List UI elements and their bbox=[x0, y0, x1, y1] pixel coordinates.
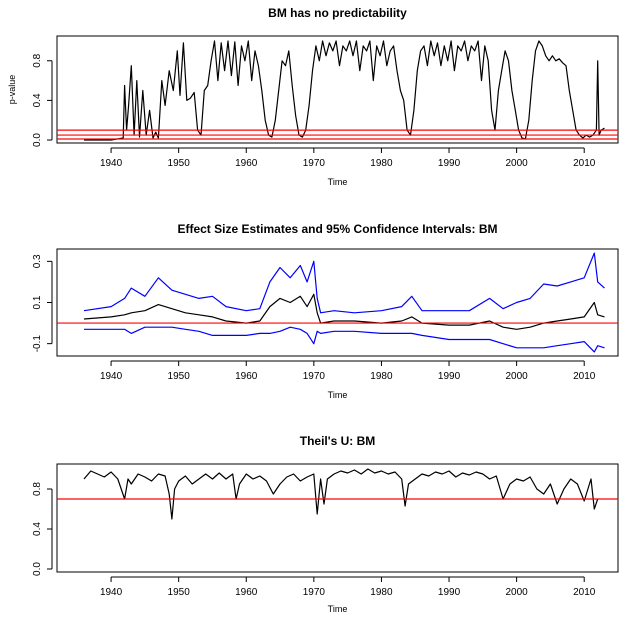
chart-3-x-axis-label: Time bbox=[328, 604, 348, 614]
chart-2-series-3-line bbox=[84, 326, 605, 353]
chart-3-plot-frame bbox=[56, 463, 619, 573]
chart-3-x-tick-label: 2010 bbox=[573, 587, 596, 598]
chart-2-y-tick-label: 0.1 bbox=[32, 295, 43, 309]
chart-1-plot-frame bbox=[56, 35, 619, 144]
chart-2-x-axis-label: Time bbox=[328, 390, 348, 400]
chart-1-x-tick-label: 1960 bbox=[235, 158, 258, 169]
chart-2-x-tick-label: 1970 bbox=[303, 371, 326, 382]
chart-1-x-tick-label: 2000 bbox=[505, 158, 528, 169]
chart-1-x-tick-label: 1970 bbox=[303, 158, 326, 169]
chart-3-title: Theil's U: BM bbox=[300, 434, 376, 448]
chart-2-series-2-line bbox=[83, 252, 605, 314]
chart-2-x-tick-label: 1980 bbox=[370, 371, 393, 382]
chart-2-y-tick-label: -0.1 bbox=[32, 335, 43, 353]
chart-3-x-tick-label: 1940 bbox=[100, 587, 123, 598]
chart-1: BM has no predictability Time p-value 1940 1… bbox=[7, 6, 619, 187]
chart-1-x-tick-label: 1940 bbox=[100, 158, 123, 169]
chart-3-x-tick-label: 2000 bbox=[505, 587, 528, 598]
chart-1-title: BM has no predictability bbox=[268, 6, 407, 20]
chart-2: Effect Size Estimates and 95% Confidence… bbox=[32, 222, 619, 400]
chart-1-x-tick-label: 1980 bbox=[370, 158, 393, 169]
chart-1-x-tick-label: 1950 bbox=[168, 158, 191, 169]
chart-2-x-tick-label: 1940 bbox=[100, 371, 123, 382]
chart-2-x-tick-label: 2010 bbox=[573, 371, 596, 382]
chart-3-series-1-line bbox=[83, 468, 599, 520]
chart-1-y-tick-label: 0.8 bbox=[32, 53, 43, 67]
chart-1-y-tick-label: 0.0 bbox=[32, 133, 43, 147]
chart-2-plot-frame bbox=[56, 248, 619, 357]
chart-3-x-tick-label: 1970 bbox=[303, 587, 326, 598]
chart-3-x-tick-label: 1960 bbox=[235, 587, 258, 598]
chart-3-y-tick-label: 0.0 bbox=[32, 562, 43, 576]
chart-3-x-tick-label: 1980 bbox=[370, 587, 393, 598]
chart-2-series-1-line bbox=[83, 293, 605, 330]
chart-3-y-tick-label: 0.4 bbox=[32, 522, 43, 536]
chart-1-x-tick-label: 1990 bbox=[438, 158, 461, 169]
chart-1-x-tick-label: 2010 bbox=[573, 158, 596, 169]
chart-1-x-axis-label: Time bbox=[328, 177, 348, 187]
chart-2-y-tick-label: 0.3 bbox=[32, 254, 43, 268]
chart-2-x-tick-label: 1950 bbox=[168, 371, 191, 382]
chart-3-y-tick-label: 0.8 bbox=[32, 482, 43, 496]
chart-2-x-tick-label: 1960 bbox=[235, 371, 258, 382]
chart-3-x-tick-label: 1990 bbox=[438, 587, 461, 598]
chart-2-x-tick-label: 2000 bbox=[505, 371, 528, 382]
chart-1-series-1-line bbox=[84, 40, 605, 141]
chart-1-y-tick-label: 0.4 bbox=[32, 93, 43, 107]
chart-2-title: Effect Size Estimates and 95% Confidence… bbox=[177, 222, 497, 236]
chart-3-x-tick-label: 1950 bbox=[168, 587, 191, 598]
chart-1-y-axis-label: p-value bbox=[7, 75, 17, 105]
chart-2-x-tick-label: 1990 bbox=[438, 371, 461, 382]
chart-3: Theil's U: BM Time 1940 1950 1960 1970 1980 199… bbox=[32, 434, 619, 614]
